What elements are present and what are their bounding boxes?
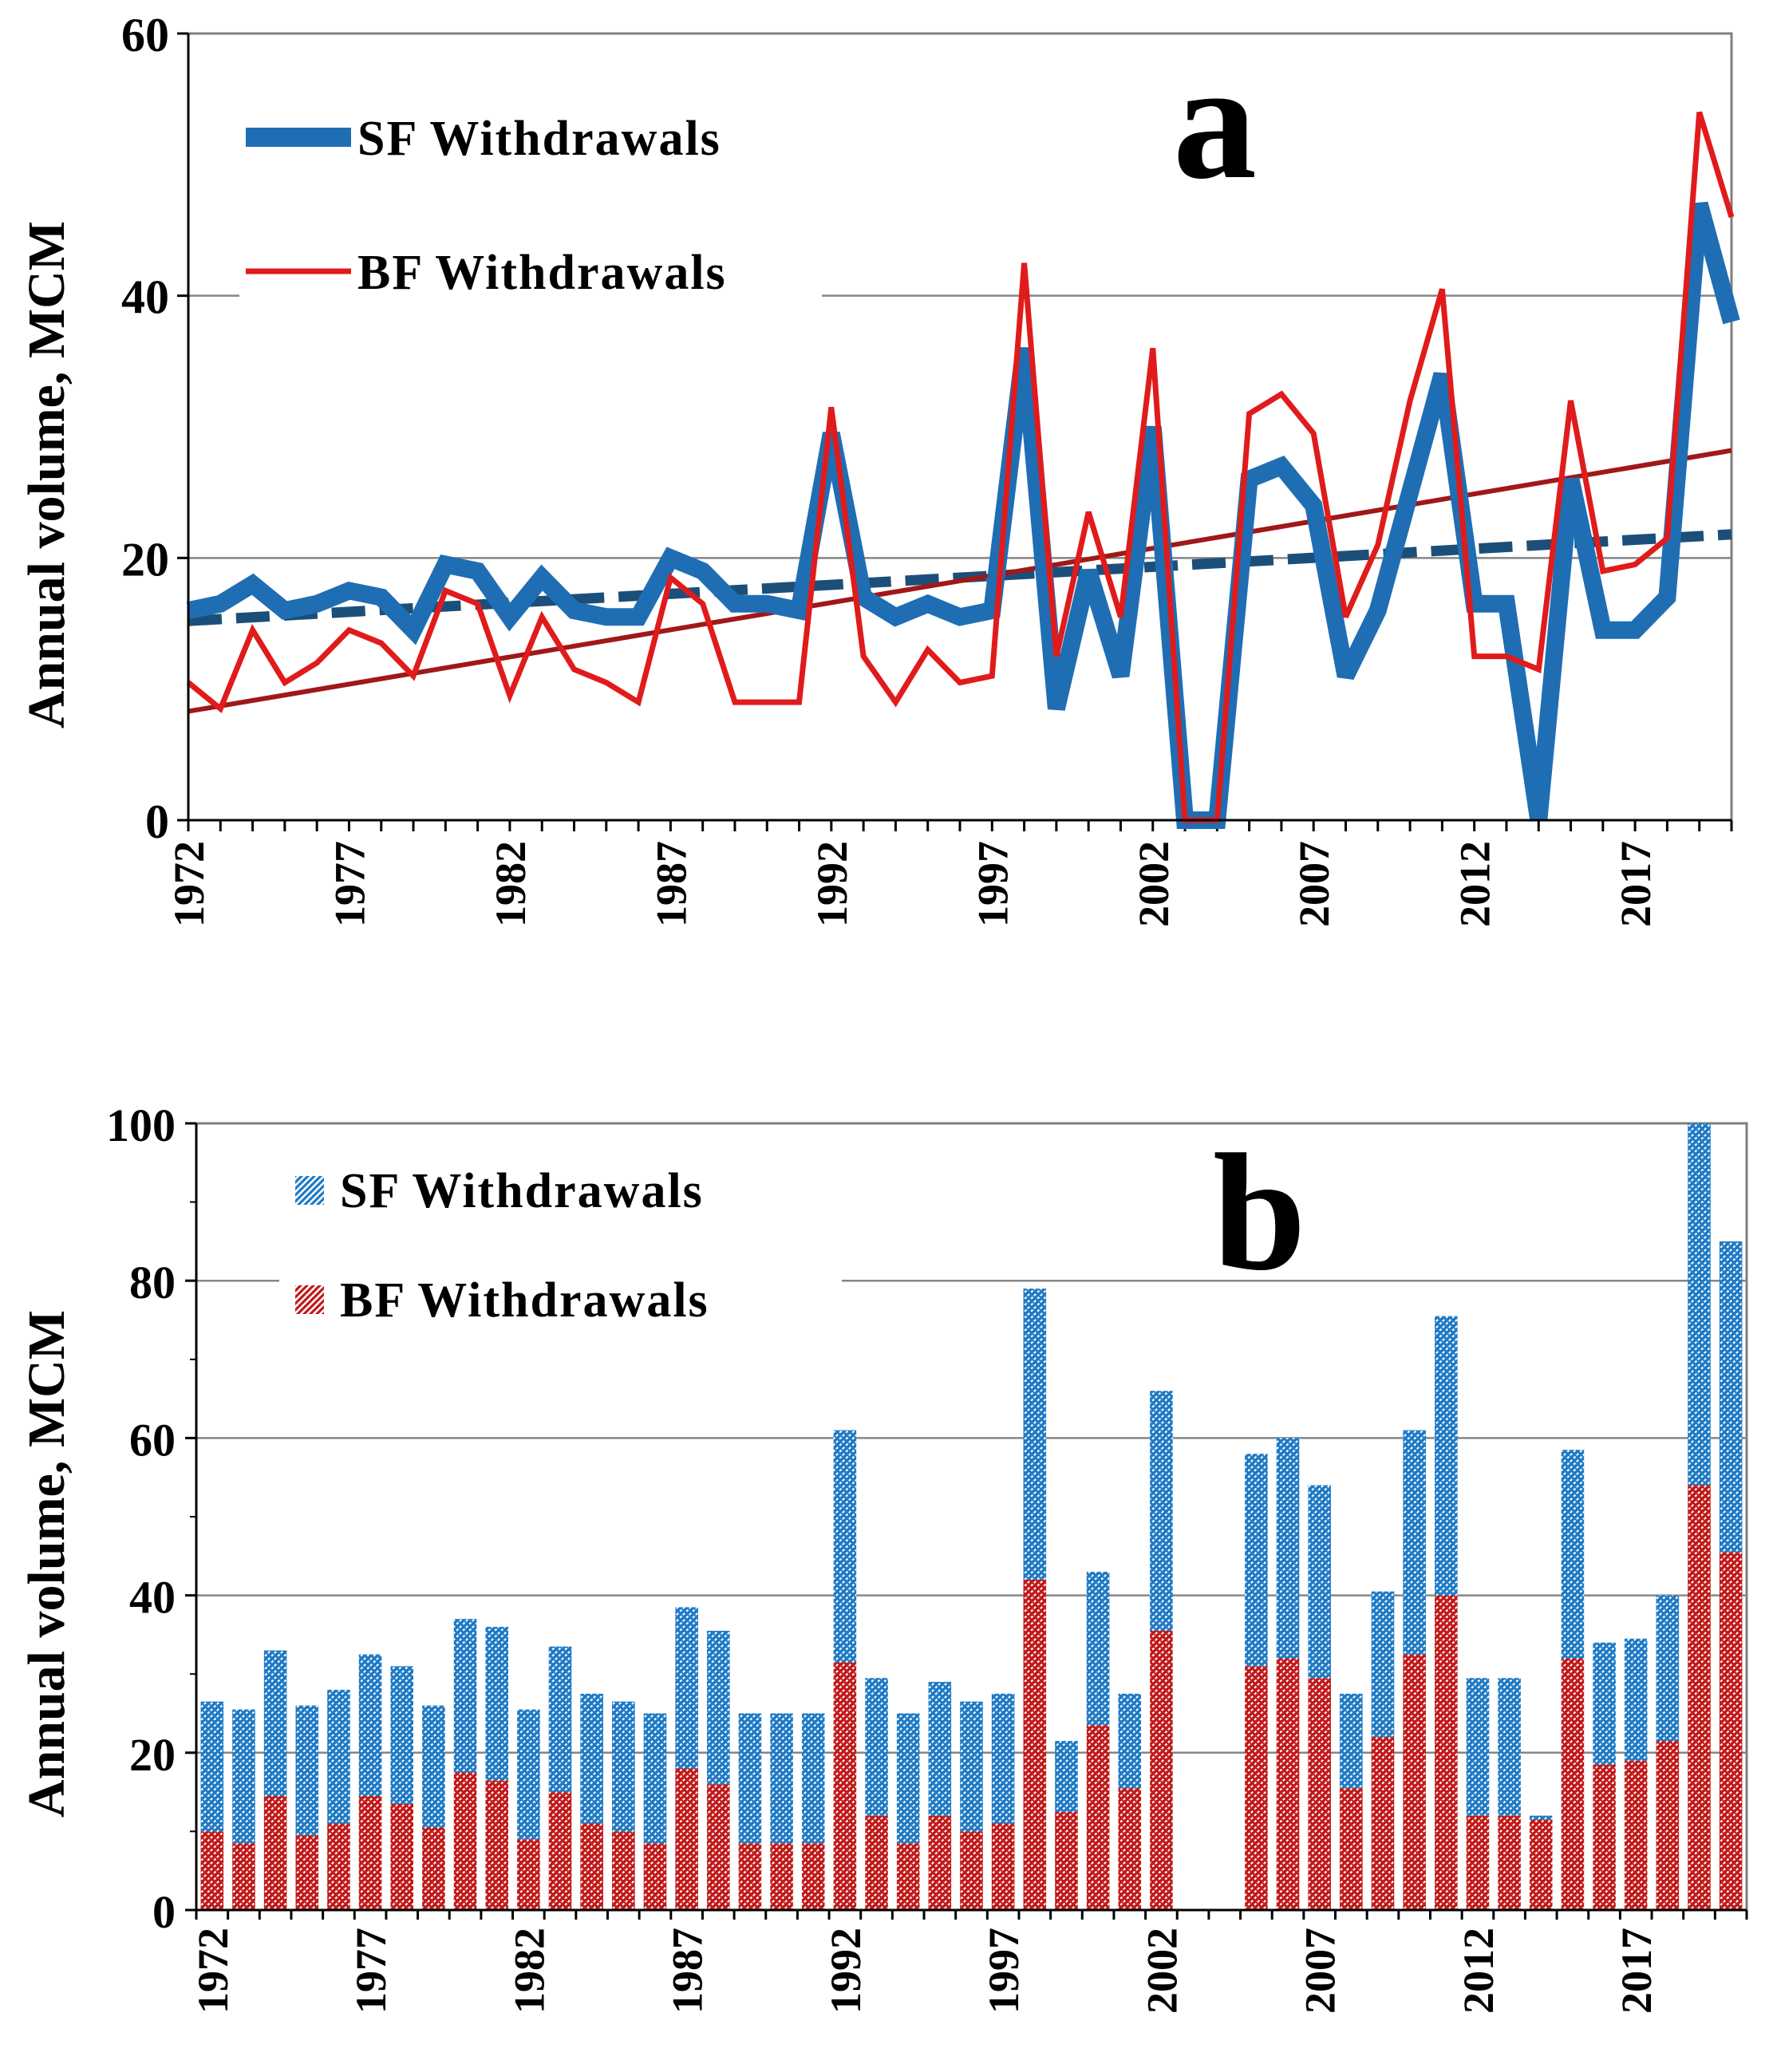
legend-a-sf-label: SF Withdrawals bbox=[357, 112, 721, 166]
x-tick-label-a: 2007 bbox=[1290, 841, 1338, 927]
x-tick-label-a: 1992 bbox=[808, 841, 856, 927]
panel-label-b: b bbox=[1213, 1120, 1306, 1305]
x-tick-label-b: 2002 bbox=[1138, 1928, 1186, 2014]
y-tick-label-b: 80 bbox=[129, 1257, 176, 1308]
x-tick-label-b: 2007 bbox=[1297, 1928, 1345, 2014]
x-tick-label-a: 1972 bbox=[165, 841, 213, 927]
x-tick-label-b: 1992 bbox=[822, 1928, 870, 2014]
legend-b-sf-label: SF Withdrawals bbox=[340, 1164, 704, 1218]
x-tick-label-a: 2012 bbox=[1451, 841, 1499, 927]
series-line-bf bbox=[186, 111, 1735, 823]
y-tick-label-b: 0 bbox=[152, 1886, 176, 1938]
chart-panel-a: 0 20 40 60 1972 1977 1982 1987 1992 1997 2002 2007 2… bbox=[18, 9, 1740, 927]
chart-panel-b: 0 20 40 60 80 100 1972 1977 1982 1987 1992 1997 2002… bbox=[18, 1099, 1748, 2014]
x-tick-label-a: 1997 bbox=[969, 841, 1017, 927]
y-axis-label-b: Annual volume, MCM bbox=[18, 1310, 76, 1817]
x-tick-label-b: 1977 bbox=[347, 1928, 395, 2014]
panel-label-a: a bbox=[1173, 29, 1257, 214]
x-tick-label-b: 1987 bbox=[664, 1928, 712, 2014]
x-tick-label-a: 1987 bbox=[647, 841, 695, 927]
legend-a-bf-label: BF Withdrawals bbox=[357, 246, 727, 300]
legend-b-bf-label: BF Withdrawals bbox=[340, 1273, 709, 1328]
trendline-a bbox=[188, 448, 1732, 714]
x-tick-label-b: 1972 bbox=[189, 1928, 237, 2014]
x-tick-label-a: 1977 bbox=[326, 841, 373, 927]
x-tick-label-a: 2017 bbox=[1612, 841, 1660, 927]
series-line-sf bbox=[186, 201, 1740, 829]
legend-b: SF Withdrawals BF Withdrawals bbox=[279, 1149, 842, 1340]
trendline-a bbox=[188, 529, 1732, 626]
y-tick-label-a: 0 bbox=[145, 795, 169, 848]
y-tick-label-b: 60 bbox=[129, 1414, 176, 1466]
y-tick-label-b: 40 bbox=[129, 1572, 176, 1624]
x-tick-label-a: 2002 bbox=[1130, 841, 1178, 927]
x-tick-label-b: 2017 bbox=[1613, 1928, 1660, 2014]
y-tick-label-a: 20 bbox=[121, 533, 169, 586]
y-tick-label-b: 100 bbox=[106, 1099, 176, 1151]
x-tick-label-b: 1982 bbox=[505, 1928, 553, 2014]
x-tick-label-a: 1982 bbox=[487, 841, 535, 927]
legend-a: SF Withdrawals BF Withdrawals bbox=[239, 94, 822, 310]
y-axis-label-a: Annual volume, MCM bbox=[18, 221, 76, 728]
x-tick-label-b: 1997 bbox=[980, 1928, 1028, 2014]
y-tick-label-b: 20 bbox=[129, 1729, 176, 1781]
y-tick-label-a: 60 bbox=[121, 9, 169, 61]
y-tick-label-a: 40 bbox=[121, 271, 169, 324]
x-tick-label-b: 2012 bbox=[1455, 1928, 1503, 2014]
